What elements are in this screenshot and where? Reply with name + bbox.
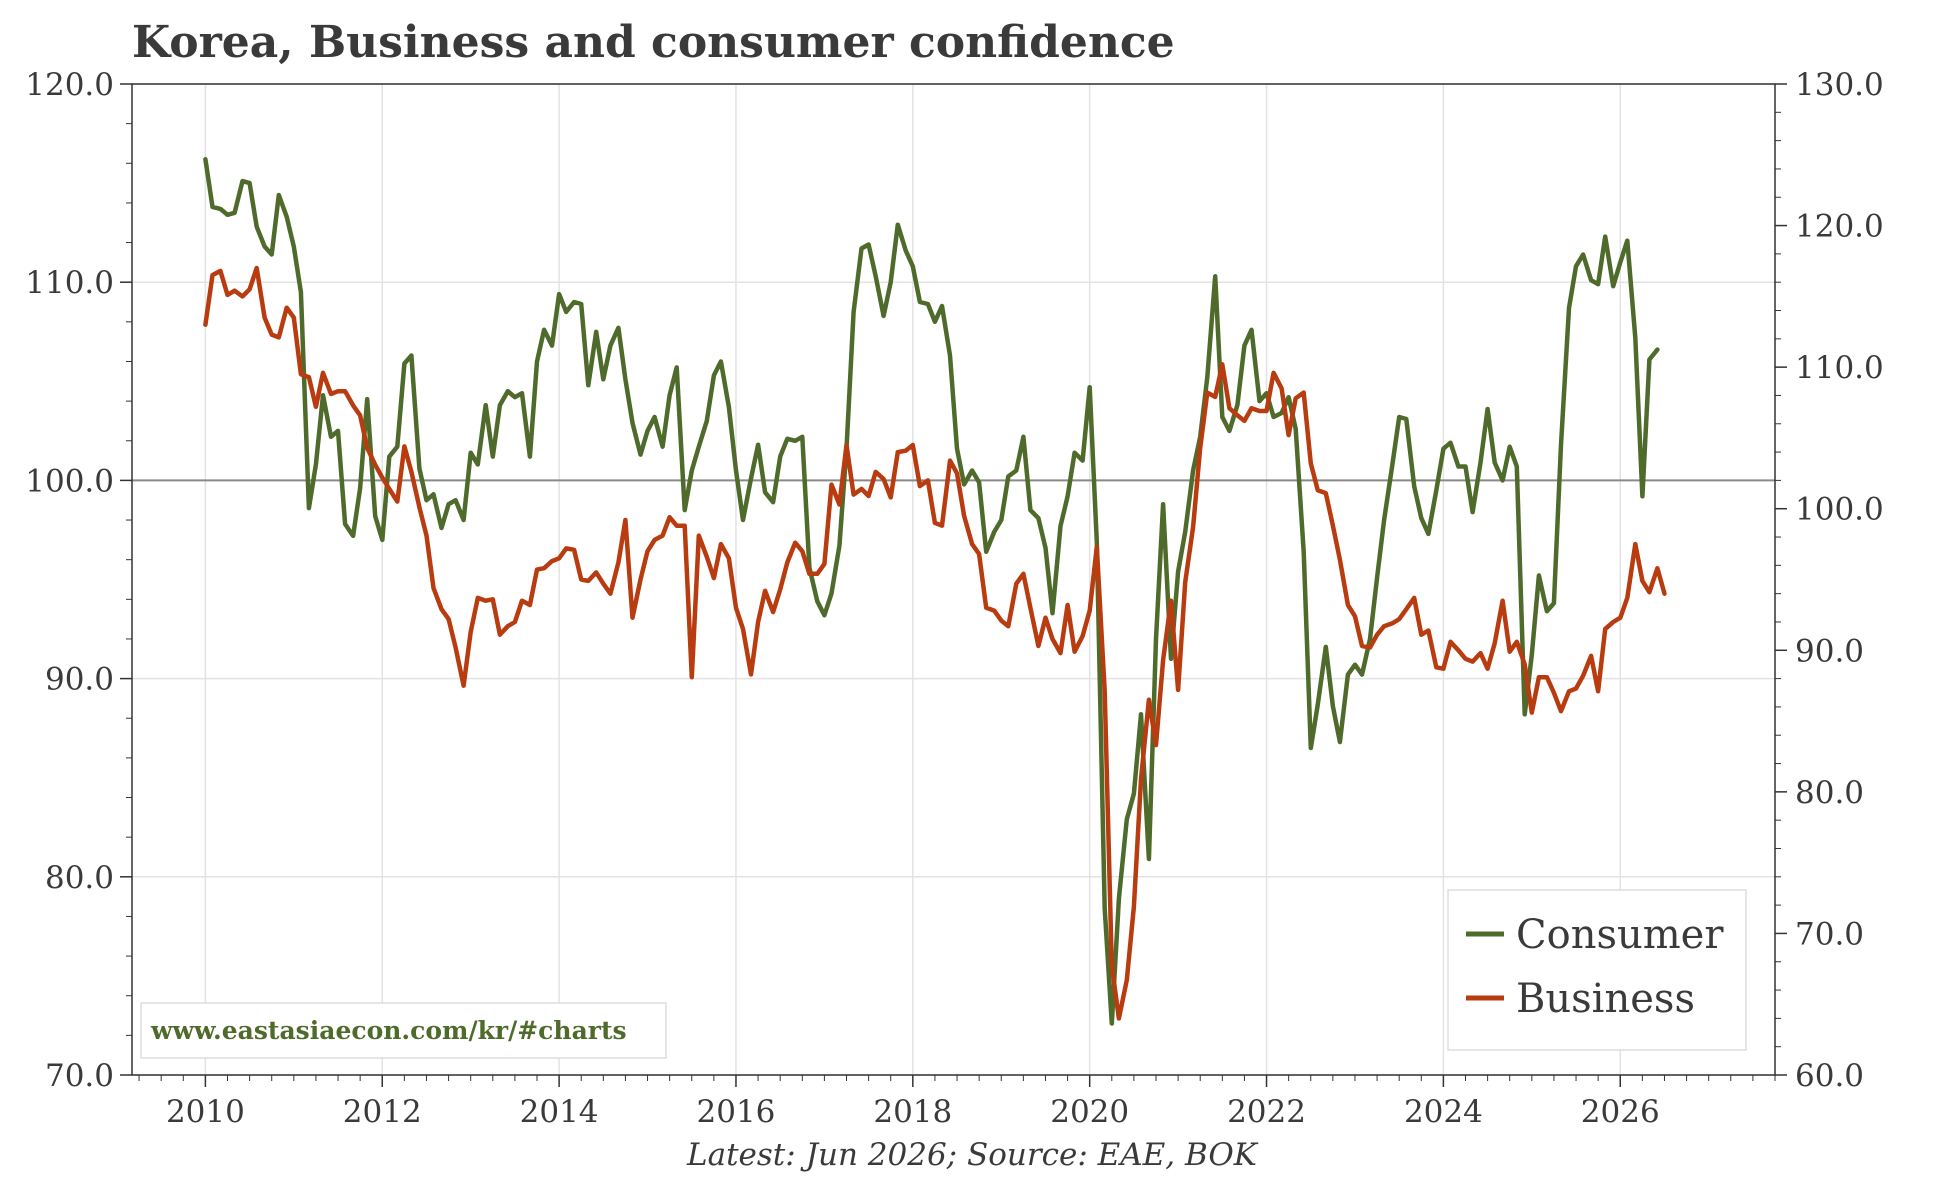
y-right-tick-label: 100.0	[1795, 492, 1884, 528]
watermark-box: www.eastasiaecon.com/kr/#charts	[140, 1002, 667, 1059]
y-right-tick-label: 80.0	[1795, 775, 1864, 811]
y-right-tick-label: 60.0	[1795, 1058, 1864, 1094]
x-tick-label: 2018	[873, 1094, 952, 1130]
x-tick-label: 2026	[1581, 1094, 1660, 1130]
y-left-tick-label: 110.0	[25, 265, 114, 301]
chart-title: Korea, Business and consumer confidence	[132, 17, 1175, 68]
y-right-tick-label: 130.0	[1795, 67, 1884, 103]
x-tick-label: 2012	[343, 1094, 422, 1130]
x-tick-label: 2016	[697, 1094, 776, 1130]
x-tick-label: 2022	[1227, 1094, 1306, 1130]
series-line-business	[203, 265, 1667, 1021]
legend-label-consumer: Consumer	[1516, 912, 1724, 958]
source-note: Latest: Jun 2026; Source: EAE, BOK	[686, 1137, 1259, 1173]
legend-label-business: Business	[1516, 976, 1695, 1022]
series-layer	[203, 157, 1667, 1026]
y-right-tick-label: 90.0	[1795, 633, 1864, 669]
x-tick-label: 2010	[166, 1094, 245, 1130]
watermark-text: www.eastasiaecon.com/kr/#charts	[150, 1016, 627, 1045]
y-left-tick-label: 80.0	[45, 860, 114, 896]
series-line-consumer	[203, 157, 1660, 1026]
y-left-tick-label: 120.0	[25, 67, 114, 103]
y-left-tick-label: 90.0	[45, 662, 114, 698]
x-tick-label: 2024	[1404, 1094, 1483, 1130]
y-right-tick-label: 120.0	[1795, 209, 1884, 245]
y-right-tick-label: 110.0	[1795, 350, 1884, 386]
legend: Consumer Business	[1447, 889, 1747, 1051]
plot-frame	[131, 83, 1776, 1076]
y-left-tick-label: 70.0	[45, 1058, 114, 1094]
y-right-tick-label: 70.0	[1795, 916, 1864, 952]
x-tick-label: 2014	[520, 1094, 599, 1130]
y-left-tick-label: 100.0	[25, 463, 114, 499]
x-tick-label: 2020	[1050, 1094, 1129, 1130]
axes: 2010 2012 2014 2016 2018 2020 2022 2024 2026 70.0…	[25, 67, 1884, 1130]
